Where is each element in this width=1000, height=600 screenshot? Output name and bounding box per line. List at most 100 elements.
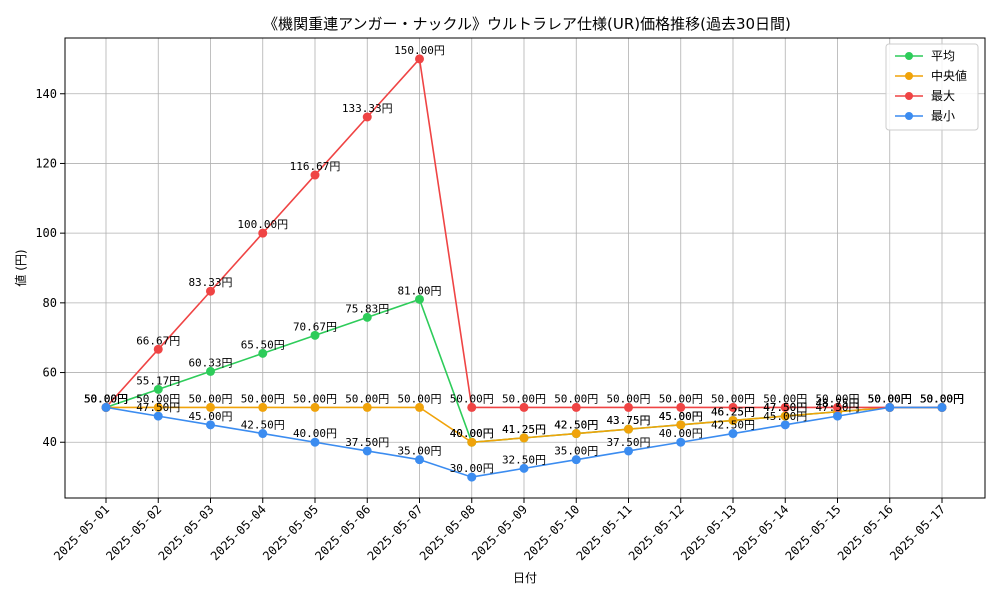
- data-label: 116.67円: [290, 160, 341, 173]
- data-point: [467, 402, 477, 412]
- y-tick-label: 60: [43, 366, 57, 380]
- data-label: 35.00円: [397, 445, 441, 458]
- data-point: [362, 446, 372, 456]
- data-label: 47.50円: [136, 401, 180, 414]
- data-point: [885, 402, 895, 412]
- data-point: [310, 170, 320, 180]
- data-label: 100.00円: [237, 218, 288, 231]
- data-label: 47.50円: [815, 401, 859, 414]
- data-point: [153, 384, 163, 394]
- data-label: 50.00円: [84, 392, 128, 405]
- data-point: [624, 424, 633, 434]
- data-label: 50.00円: [84, 392, 128, 405]
- data-label: 47.50円: [763, 401, 807, 414]
- data-point: [780, 411, 790, 421]
- data-label: 150.00円: [394, 44, 445, 57]
- legend-label: 最大: [931, 89, 955, 103]
- data-point: [676, 437, 686, 447]
- data-label: 40.00円: [659, 427, 703, 440]
- data-label: 48.75円: [815, 397, 859, 410]
- data-label: 47.50円: [763, 401, 807, 414]
- y-tick-label: 40: [43, 435, 57, 449]
- data-label: 42.50円: [711, 419, 755, 432]
- data-label: 50.00円: [450, 392, 494, 405]
- legend-marker: [905, 92, 913, 100]
- x-axis-label: 日付: [513, 571, 537, 585]
- data-point: [153, 411, 163, 421]
- data-point: [310, 437, 320, 447]
- data-label: 40.00円: [450, 427, 494, 440]
- data-point: [362, 312, 372, 322]
- data-label: 50.00円: [502, 392, 546, 405]
- data-point: [676, 420, 686, 430]
- data-point: [415, 294, 424, 304]
- data-label: 50.00円: [606, 392, 650, 405]
- data-label: 65.50円: [241, 338, 285, 351]
- legend-entry: 中央値: [895, 68, 967, 83]
- data-label: 30.00円: [450, 462, 494, 475]
- data-label: 45.00円: [188, 410, 232, 423]
- data-label: 35.00円: [554, 445, 598, 458]
- legend-label: 中央値: [931, 68, 967, 83]
- data-label: 50.00円: [397, 392, 441, 405]
- data-point: [937, 402, 947, 412]
- data-point: [467, 437, 477, 447]
- data-label: 45.00円: [659, 410, 703, 423]
- data-label: 48.75円: [815, 397, 859, 410]
- legend-label: 最小: [931, 109, 955, 123]
- data-label: 50.00円: [868, 392, 912, 405]
- data-point: [624, 402, 633, 412]
- y-tick-label: 140: [35, 87, 57, 101]
- data-point: [153, 402, 163, 412]
- data-point: [519, 463, 529, 473]
- data-label: 66.67円: [136, 334, 180, 347]
- legend-marker: [905, 52, 913, 60]
- data-label: 50.00円: [293, 392, 337, 405]
- data-label: 45.00円: [763, 410, 807, 423]
- data-label: 42.50円: [554, 419, 598, 432]
- data-point: [258, 228, 268, 238]
- data-label: 81.00円: [397, 284, 441, 297]
- plot-area: [64, 37, 986, 499]
- chart-title: 《機関重連アンガー・ナックル》ウルトラレア仕様(UR)価格推移(過去30日間): [263, 15, 791, 33]
- data-label: 50.00円: [763, 392, 807, 405]
- data-point: [519, 433, 529, 443]
- data-label: 50.00円: [868, 392, 912, 405]
- legend-entry: 最小: [895, 109, 955, 123]
- data-point: [101, 402, 111, 412]
- data-label: 50.00円: [345, 392, 389, 405]
- y-tick-label: 100: [35, 226, 57, 240]
- x-axis: 2025-05-012025-05-022025-05-032025-05-04…: [51, 498, 948, 563]
- data-label: 41.25円: [502, 423, 546, 436]
- data-point: [206, 366, 215, 376]
- y-tick-label: 80: [43, 296, 57, 310]
- data-point: [258, 402, 268, 412]
- data-label: 40.00円: [450, 427, 494, 440]
- data-label: 32.50円: [502, 453, 546, 466]
- data-label: 43.75円: [606, 414, 650, 427]
- data-point: [206, 286, 215, 296]
- data-point: [362, 112, 372, 122]
- data-label: 50.00円: [188, 392, 232, 405]
- series-中央値: [101, 402, 947, 447]
- data-point: [310, 402, 320, 412]
- data-point: [780, 420, 790, 430]
- data-point: [728, 429, 738, 439]
- data-point: [833, 402, 842, 412]
- data-label: 50.00円: [920, 392, 964, 405]
- data-point: [728, 415, 738, 425]
- data-point: [624, 446, 633, 456]
- series-最大: [101, 54, 947, 412]
- series-group: [101, 54, 947, 482]
- data-label: 55.17円: [136, 374, 180, 387]
- data-point: [153, 344, 163, 354]
- data-label: 42.50円: [554, 419, 598, 432]
- data-label: 50.00円: [815, 392, 859, 405]
- data-labels: 50.00円 55.17円 60.33円 65.50円 70.67円 75.83円 81.0…: [84, 44, 964, 475]
- data-point: [310, 330, 320, 340]
- data-point: [362, 402, 372, 412]
- legend-marker: [905, 112, 913, 120]
- data-label: 50.00円: [241, 392, 285, 405]
- data-label: 43.75円: [606, 414, 650, 427]
- data-point: [571, 429, 581, 439]
